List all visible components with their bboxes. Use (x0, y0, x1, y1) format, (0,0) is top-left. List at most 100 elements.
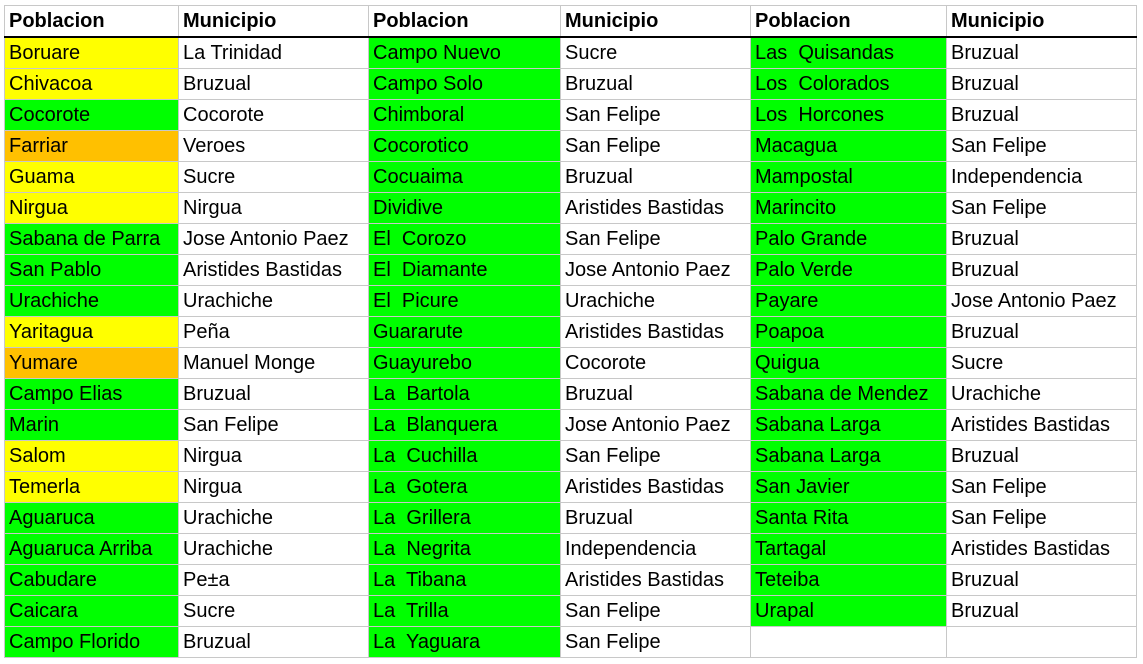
municipio-cell[interactable]: Bruzual (178, 68, 369, 100)
poblacion-cell[interactable]: Farriar (4, 130, 179, 162)
municipio-cell[interactable]: Manuel Monge (178, 347, 369, 379)
poblacion-cell[interactable]: La Trilla (368, 595, 561, 627)
poblacion-cell[interactable]: La Blanquera (368, 409, 561, 441)
municipio-cell[interactable]: San Felipe (946, 192, 1137, 224)
municipio-cell[interactable]: San Felipe (178, 409, 369, 441)
municipio-cell[interactable]: Aristides Bastidas (560, 192, 751, 224)
poblacion-cell[interactable]: Sabana de Parra (4, 223, 179, 255)
poblacion-cell[interactable]: La Gotera (368, 471, 561, 503)
municipio-cell[interactable]: Urachiche (178, 533, 369, 565)
poblacion-cell[interactable]: Macagua (750, 130, 947, 162)
municipio-cell[interactable]: Veroes (178, 130, 369, 162)
municipio-cell[interactable]: Bruzual (946, 99, 1137, 131)
poblacion-cell[interactable]: Boruare (4, 36, 179, 69)
poblacion-cell[interactable]: Yaritagua (4, 316, 179, 348)
municipio-cell[interactable]: Sucre (178, 161, 369, 193)
municipio-cell[interactable]: San Felipe (946, 471, 1137, 503)
municipio-cell[interactable]: Jose Antonio Paez (560, 409, 751, 441)
municipio-cell[interactable]: Urachiche (178, 285, 369, 317)
poblacion-cell[interactable]: Guama (4, 161, 179, 193)
header-poblacion[interactable]: Poblacion (4, 5, 179, 38)
poblacion-cell[interactable]: Poapoa (750, 316, 947, 348)
poblacion-cell[interactable] (750, 626, 947, 658)
poblacion-cell[interactable]: Campo Nuevo (368, 36, 561, 69)
municipio-cell[interactable]: Aristides Bastidas (946, 409, 1137, 441)
header-municipio[interactable]: Municipio (560, 5, 751, 38)
municipio-cell[interactable]: Independencia (560, 533, 751, 565)
header-municipio[interactable]: Municipio (946, 5, 1137, 38)
header-municipio[interactable]: Municipio (178, 5, 369, 38)
poblacion-cell[interactable]: Payare (750, 285, 947, 317)
municipio-cell[interactable]: Cocorote (560, 347, 751, 379)
poblacion-cell[interactable]: Chivacoa (4, 68, 179, 100)
municipio-cell[interactable]: Bruzual (946, 316, 1137, 348)
municipio-cell[interactable]: Bruzual (178, 378, 369, 410)
municipio-cell[interactable]: Nirgua (178, 471, 369, 503)
poblacion-cell[interactable]: Sabana Larga (750, 409, 947, 441)
municipio-cell[interactable]: Aristides Bastidas (178, 254, 369, 286)
municipio-cell[interactable]: Jose Antonio Paez (560, 254, 751, 286)
poblacion-cell[interactable]: La Negrita (368, 533, 561, 565)
municipio-cell[interactable]: San Felipe (560, 595, 751, 627)
municipio-cell[interactable]: San Felipe (946, 502, 1137, 534)
poblacion-cell[interactable]: El Picure (368, 285, 561, 317)
municipio-cell[interactable]: Bruzual (946, 595, 1137, 627)
poblacion-cell[interactable]: La Bartola (368, 378, 561, 410)
poblacion-cell[interactable]: La Yaguara (368, 626, 561, 658)
poblacion-cell[interactable]: La Tibana (368, 564, 561, 596)
poblacion-cell[interactable]: Urachiche (4, 285, 179, 317)
poblacion-cell[interactable]: Mampostal (750, 161, 947, 193)
municipio-cell[interactable]: Bruzual (560, 161, 751, 193)
municipio-cell[interactable]: Bruzual (178, 626, 369, 658)
municipio-cell[interactable]: Jose Antonio Paez (178, 223, 369, 255)
poblacion-cell[interactable]: Los Horcones (750, 99, 947, 131)
poblacion-cell[interactable]: El Corozo (368, 223, 561, 255)
poblacion-cell[interactable]: El Diamante (368, 254, 561, 286)
municipio-cell[interactable]: Nirgua (178, 192, 369, 224)
municipio-cell[interactable]: La Trinidad (178, 36, 369, 69)
poblacion-cell[interactable]: Palo Grande (750, 223, 947, 255)
municipio-cell[interactable]: Bruzual (560, 502, 751, 534)
poblacion-cell[interactable]: Cocorote (4, 99, 179, 131)
municipio-cell[interactable]: Sucre (946, 347, 1137, 379)
poblacion-cell[interactable]: Teteiba (750, 564, 947, 596)
poblacion-cell[interactable]: Palo Verde (750, 254, 947, 286)
poblacion-cell[interactable]: Cocorotico (368, 130, 561, 162)
municipio-cell[interactable]: San Felipe (560, 130, 751, 162)
poblacion-cell[interactable]: Guayurebo (368, 347, 561, 379)
municipio-cell[interactable]: Aristides Bastidas (560, 316, 751, 348)
municipio-cell[interactable]: Bruzual (560, 378, 751, 410)
poblacion-cell[interactable]: Campo Florido (4, 626, 179, 658)
poblacion-cell[interactable]: Campo Elias (4, 378, 179, 410)
poblacion-cell[interactable]: San Pablo (4, 254, 179, 286)
poblacion-cell[interactable]: Urapal (750, 595, 947, 627)
poblacion-cell[interactable]: Sabana de Mendez (750, 378, 947, 410)
municipio-cell[interactable]: San Felipe (560, 626, 751, 658)
poblacion-cell[interactable]: La Grillera (368, 502, 561, 534)
municipio-cell[interactable]: Bruzual (946, 68, 1137, 100)
municipio-cell[interactable]: Bruzual (946, 223, 1137, 255)
poblacion-cell[interactable]: Temerla (4, 471, 179, 503)
poblacion-cell[interactable]: Chimboral (368, 99, 561, 131)
poblacion-cell[interactable]: Guararute (368, 316, 561, 348)
municipio-cell[interactable]: Jose Antonio Paez (946, 285, 1137, 317)
poblacion-cell[interactable]: Marincito (750, 192, 947, 224)
municipio-cell[interactable]: Peña (178, 316, 369, 348)
poblacion-cell[interactable]: Nirgua (4, 192, 179, 224)
municipio-cell[interactable]: Nirgua (178, 440, 369, 472)
poblacion-cell[interactable]: Cabudare (4, 564, 179, 596)
poblacion-cell[interactable]: Tartagal (750, 533, 947, 565)
municipio-cell[interactable]: Cocorote (178, 99, 369, 131)
poblacion-cell[interactable]: Quigua (750, 347, 947, 379)
poblacion-cell[interactable]: Campo Solo (368, 68, 561, 100)
poblacion-cell[interactable]: Dividive (368, 192, 561, 224)
municipio-cell[interactable]: San Felipe (560, 99, 751, 131)
municipio-cell[interactable]: Independencia (946, 161, 1137, 193)
municipio-cell[interactable]: Urachiche (560, 285, 751, 317)
municipio-cell[interactable]: San Felipe (946, 130, 1137, 162)
poblacion-cell[interactable]: Cocuaima (368, 161, 561, 193)
municipio-cell[interactable] (946, 626, 1137, 658)
municipio-cell[interactable]: Aristides Bastidas (560, 564, 751, 596)
municipio-cell[interactable]: Sucre (560, 36, 751, 69)
poblacion-cell[interactable]: La Cuchilla (368, 440, 561, 472)
